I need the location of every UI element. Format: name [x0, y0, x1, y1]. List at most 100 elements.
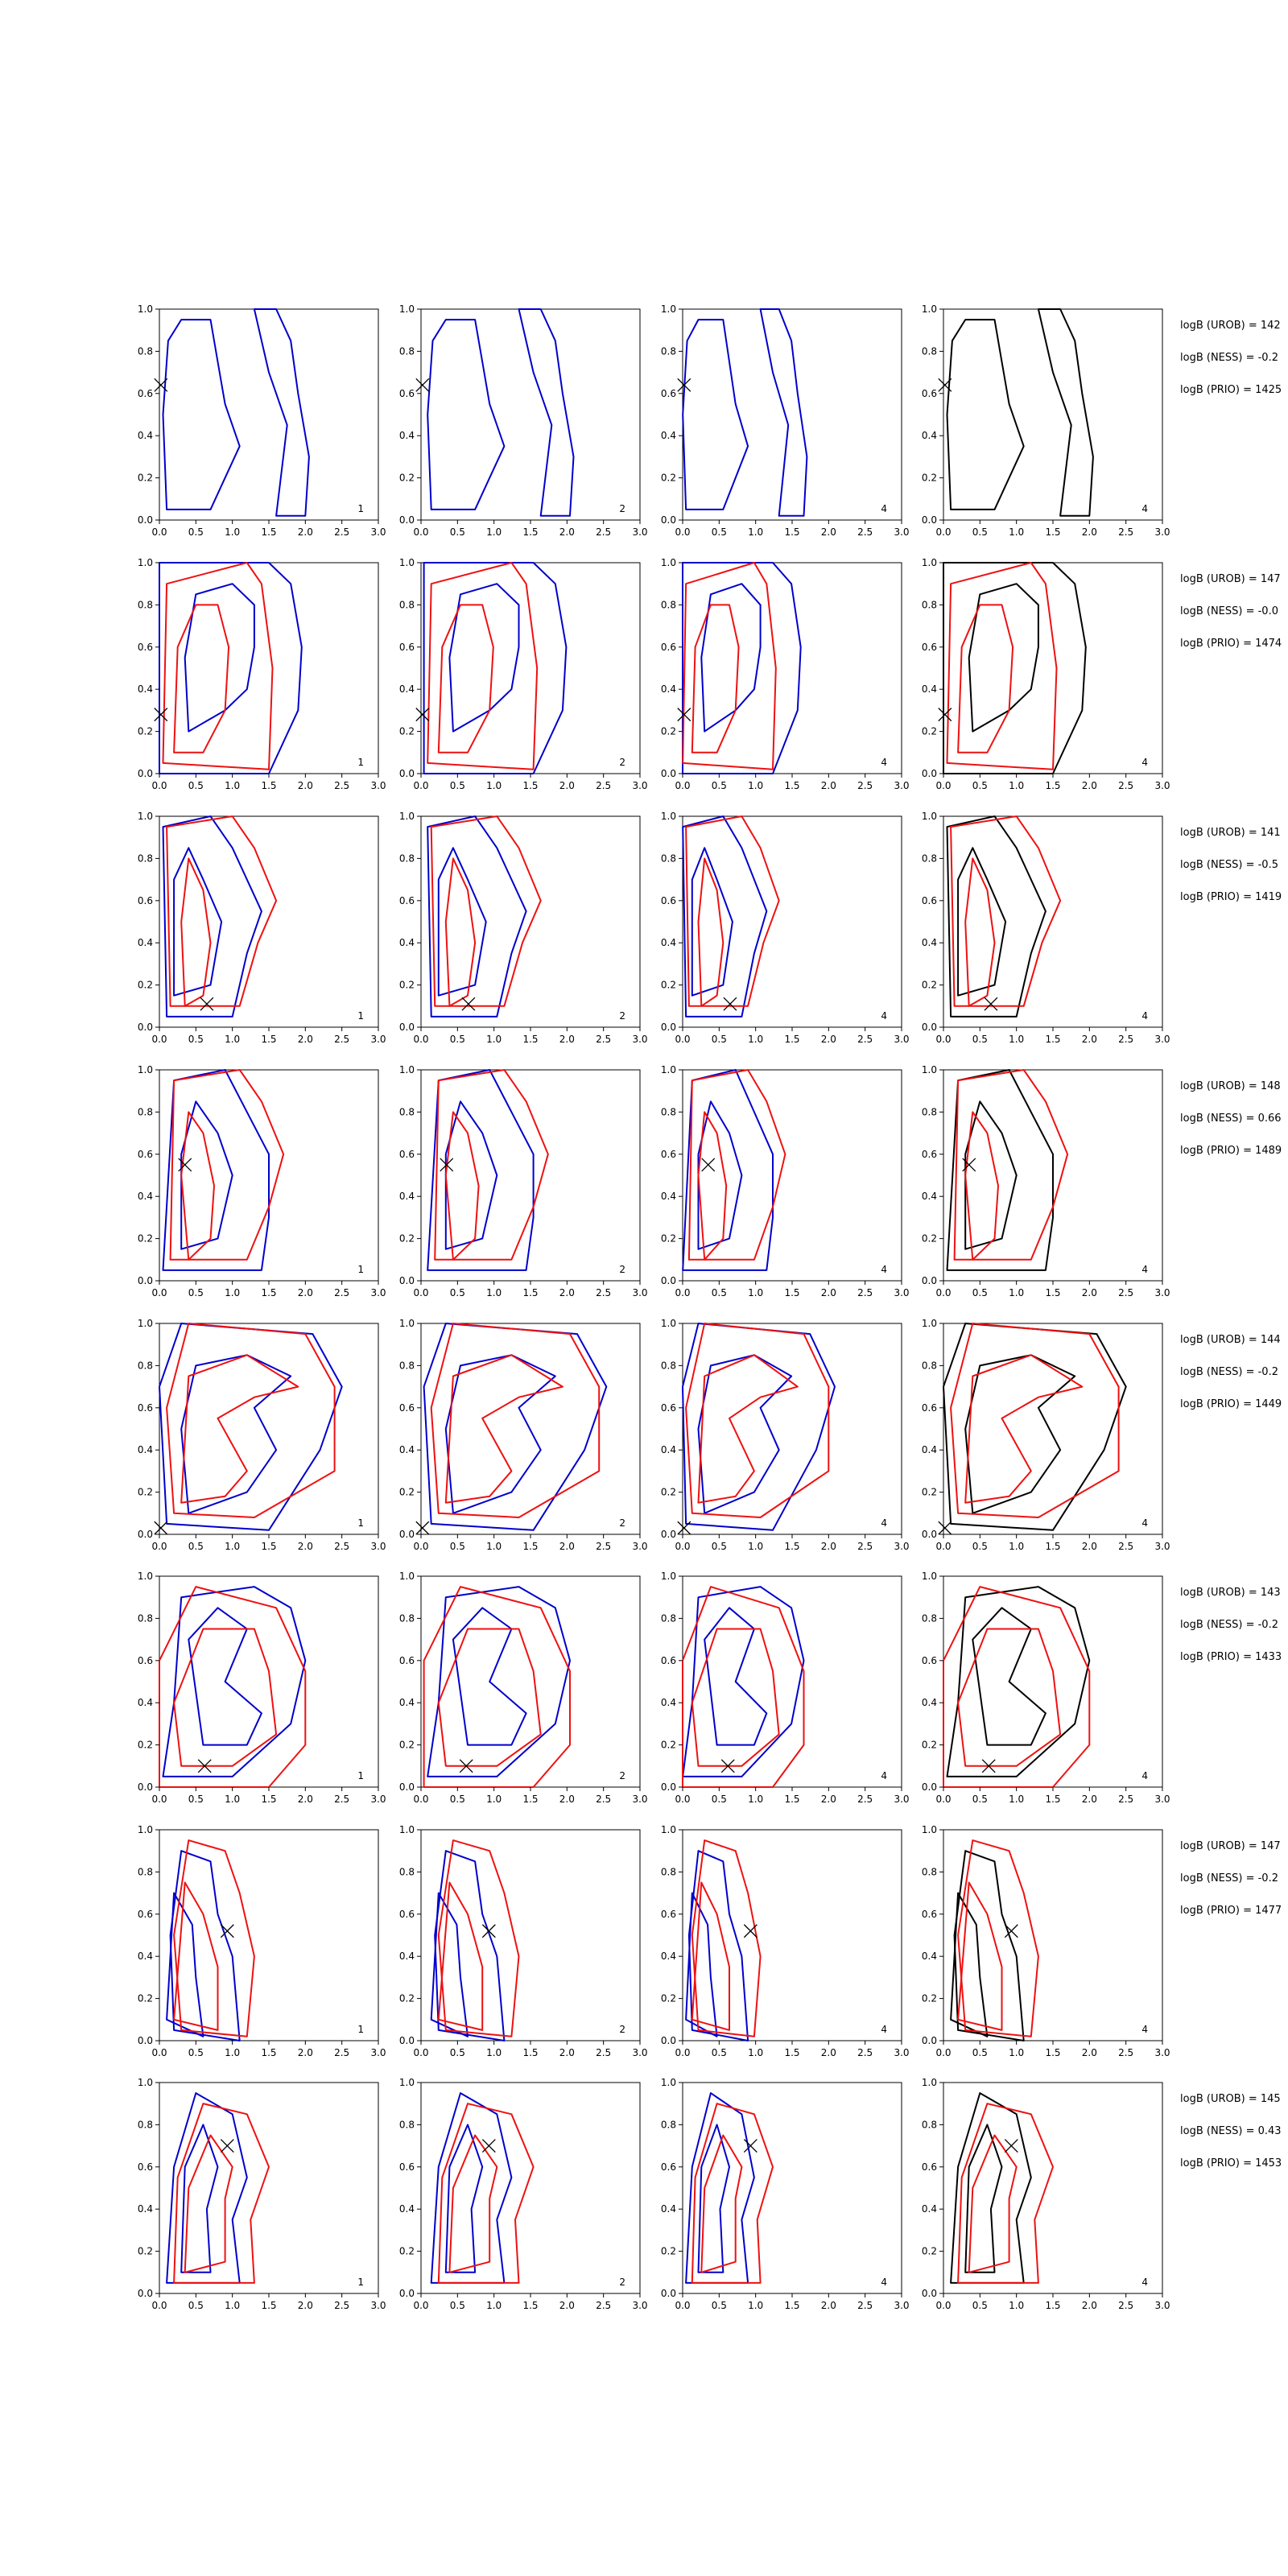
x-tick-label: 0.0 — [675, 1541, 690, 1552]
x-tick-label: 1.5 — [1045, 526, 1060, 538]
y-tick-label: 0.2 — [138, 980, 153, 991]
panel-label: 1 — [357, 1264, 364, 1275]
x-marker — [415, 378, 430, 392]
x-marker — [677, 378, 691, 392]
x-tick-label: 2.0 — [298, 1541, 313, 1552]
subplot-r3-c2: 0.0 0.5 1.0 1.5 2.0 2.5 3.0 0.0 0.2 0.4 0.6 0.8 1.0 2 — [399, 811, 648, 1045]
x-tick-label: 3.0 — [1154, 2300, 1170, 2311]
x-tick-label: 1.0 — [1009, 1794, 1024, 1805]
y-tick-label: 0.4 — [138, 937, 153, 948]
y-tick-label: 1.0 — [661, 2077, 676, 2088]
subplot-r3-c4: 0.0 0.5 1.0 1.5 2.0 2.5 3.0 0.0 0.2 0.4 0.6 0.8 1.0 4 — [922, 811, 1170, 1045]
x-tick-label: 1.0 — [1009, 2047, 1024, 2058]
blue-contour-1 — [166, 2092, 248, 2284]
subplot-r5-c4: 0.0 0.5 1.0 1.5 2.0 2.5 3.0 0.0 0.2 0.4 0.6 0.8 1.0 4 — [922, 1318, 1170, 1552]
y-tick-label: 1.0 — [661, 1571, 676, 1582]
subplot-r5-c1: 0.0 0.5 1.0 1.5 2.0 2.5 3.0 0.0 0.2 0.4 0.6 0.8 1.0 1 — [138, 1318, 386, 1552]
x-tick-label: 3.0 — [894, 780, 909, 791]
logb-annotation-r4: logB (UROB) = 148 logB (NESS) = 0.66 logB … — [1180, 1080, 1282, 1157]
x-tick-label: 0.5 — [188, 526, 204, 538]
blue-contour-2 — [444, 1100, 498, 1250]
logb-annotation-r7: logB (UROB) = 147 logB (NESS) = -0.2 logB … — [1180, 1840, 1282, 1917]
x-tick-label: 1.0 — [486, 780, 502, 791]
x-tick-label: 3.0 — [370, 526, 386, 538]
logb-annotation-r1: logB (UROB) = 142 logB (NESS) = -0.2 logB … — [1180, 320, 1282, 396]
x-tick-label: 0.0 — [675, 1034, 690, 1045]
x-tick-label: 0.0 — [935, 1034, 951, 1045]
x-tick-label: 2.5 — [334, 1034, 349, 1045]
x-tick-label: 2.0 — [821, 526, 836, 538]
y-tick-label: 0.6 — [138, 388, 153, 399]
subplot-r4-c2: 0.0 0.5 1.0 1.5 2.0 2.5 3.0 0.0 0.2 0.4 0.6 0.8 1.0 2 — [399, 1064, 648, 1298]
x-tick-label: 0.5 — [972, 2300, 988, 2311]
y-tick-label: 0.4 — [922, 937, 937, 948]
subplot-r5-c3: 0.0 0.5 1.0 1.5 2.0 2.5 3.0 0.0 0.2 0.4 0.6 0.8 1.0 4 — [661, 1318, 910, 1552]
x-marker — [200, 997, 214, 1011]
x-tick-label: 0.5 — [712, 1541, 727, 1552]
x-tick-label: 0.0 — [935, 2047, 951, 2058]
red-contour-2 — [697, 857, 724, 1007]
x-tick-label: 2.5 — [1118, 780, 1133, 791]
x-tick-label: 3.0 — [1154, 1287, 1170, 1298]
y-tick-label: 0.2 — [399, 1233, 415, 1245]
x-tick-label: 1.5 — [522, 780, 538, 791]
red-contour-2 — [444, 1354, 564, 1504]
y-tick-label: 0.2 — [661, 980, 676, 991]
panel-label: 2 — [619, 1010, 625, 1022]
y-tick-label: 0.2 — [138, 726, 153, 737]
x-tick-label: 1.5 — [261, 1794, 276, 1805]
y-tick-label: 0.0 — [138, 768, 153, 779]
blue-contour-1 — [423, 562, 568, 774]
x-tick-label: 3.0 — [894, 1794, 909, 1805]
y-tick-label: 0.4 — [922, 1444, 937, 1455]
x-tick-label: 1.0 — [748, 2300, 763, 2311]
x-marker — [481, 1924, 496, 1938]
x-tick-label: 0.0 — [151, 780, 167, 791]
panel-label: 1 — [357, 2277, 364, 2288]
x-tick-label: 1.0 — [748, 1034, 763, 1045]
x-tick-label: 2.0 — [298, 526, 313, 538]
blue-contour-1 — [423, 1323, 608, 1531]
logb-annotation-r8: logB (UROB) = 145 logB (NESS) = 0.43 logB … — [1180, 2093, 1282, 2169]
axes-frame — [420, 308, 641, 521]
x-tick-label: 0.5 — [712, 1034, 727, 1045]
x-tick-label: 1.0 — [1009, 1287, 1024, 1298]
x-tick-label: 2.0 — [1082, 2047, 1097, 2058]
panel-label: 4 — [1141, 503, 1148, 514]
x-tick-label: 2.0 — [821, 2300, 836, 2311]
y-tick-label: 0.0 — [922, 768, 937, 779]
x-tick-label: 3.0 — [370, 1794, 386, 1805]
x-tick-label: 0.0 — [151, 2047, 167, 2058]
y-tick-label: 0.8 — [399, 2119, 415, 2130]
y-tick-label: 0.6 — [399, 1655, 415, 1666]
logb-line: logB (PRIO) = 1474 — [1180, 638, 1282, 650]
subplot-r1-c1: 0.0 0.5 1.0 1.5 2.0 2.5 3.0 0.0 0.2 0.4 0.6 0.8 1.0 1 — [138, 303, 386, 538]
x-tick-label: 2.0 — [298, 780, 313, 791]
subplot-r5-c2: 0.0 0.5 1.0 1.5 2.0 2.5 3.0 0.0 0.2 0.4 0.6 0.8 1.0 2 — [399, 1318, 648, 1552]
y-tick-label: 0.4 — [399, 2203, 415, 2215]
x-tick-label: 2.5 — [596, 1034, 611, 1045]
y-tick-label: 0.2 — [922, 473, 937, 484]
axes-frame — [159, 562, 379, 774]
blue-contour-2 — [173, 847, 223, 997]
logb-line: logB (NESS) = -0.2 — [1180, 352, 1278, 364]
x-tick-label: 1.0 — [225, 1034, 240, 1045]
blue-contour-2 — [759, 308, 808, 517]
x-tick-label: 0.5 — [972, 780, 988, 791]
y-tick-label: 0.0 — [399, 2288, 415, 2299]
y-tick-label: 0.4 — [661, 430, 676, 441]
x-tick-label: 3.0 — [632, 1287, 647, 1298]
panel-label: 4 — [881, 1264, 887, 1275]
y-tick-label: 0.6 — [138, 2161, 153, 2173]
x-tick-label: 2.5 — [857, 780, 873, 791]
axes-frame — [420, 1575, 641, 1788]
logb-line: logB (NESS) = -0.5 — [1180, 859, 1278, 871]
red-contour-2 — [957, 604, 1014, 753]
y-tick-label: 0.8 — [922, 1866, 937, 1877]
black-contour-2 — [950, 1892, 989, 2037]
y-tick-label: 0.0 — [922, 1275, 937, 1286]
red-contour-2 — [444, 857, 477, 1007]
y-tick-label: 0.2 — [922, 1233, 937, 1245]
x-tick-label: 3.0 — [370, 2047, 386, 2058]
x-marker — [178, 1158, 192, 1172]
